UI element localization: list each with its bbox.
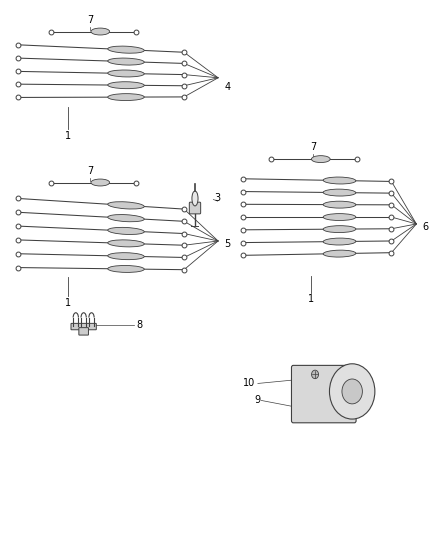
Ellipse shape (108, 94, 144, 101)
Text: 9: 9 (254, 395, 260, 406)
Text: 7: 7 (87, 14, 93, 25)
Text: 7: 7 (87, 166, 93, 175)
Ellipse shape (323, 177, 356, 184)
Text: 3: 3 (215, 193, 221, 204)
Ellipse shape (192, 191, 198, 206)
FancyBboxPatch shape (291, 366, 356, 423)
Circle shape (342, 379, 362, 404)
Ellipse shape (108, 253, 144, 260)
Ellipse shape (311, 156, 330, 163)
Ellipse shape (91, 179, 110, 186)
Ellipse shape (108, 70, 144, 77)
Text: 10: 10 (244, 378, 256, 389)
Ellipse shape (108, 265, 144, 272)
Text: 6: 6 (423, 222, 429, 232)
Ellipse shape (108, 46, 144, 53)
Text: 1: 1 (65, 131, 71, 141)
Ellipse shape (108, 82, 144, 88)
Ellipse shape (323, 201, 356, 208)
Text: 5: 5 (225, 239, 231, 248)
Ellipse shape (108, 240, 144, 247)
Ellipse shape (108, 201, 144, 209)
Text: 1: 1 (65, 297, 71, 308)
Ellipse shape (323, 225, 356, 232)
Ellipse shape (108, 58, 144, 65)
Ellipse shape (91, 28, 110, 35)
Circle shape (311, 370, 318, 378)
Circle shape (329, 364, 375, 419)
Text: 8: 8 (136, 320, 142, 330)
Ellipse shape (323, 250, 356, 257)
Ellipse shape (108, 215, 144, 222)
Ellipse shape (108, 228, 144, 235)
Text: 1: 1 (307, 294, 314, 304)
FancyBboxPatch shape (71, 324, 96, 330)
FancyBboxPatch shape (189, 202, 201, 214)
FancyBboxPatch shape (79, 328, 88, 335)
Ellipse shape (323, 189, 356, 196)
Text: 7: 7 (310, 142, 316, 152)
Ellipse shape (323, 238, 356, 245)
Ellipse shape (323, 214, 356, 221)
Text: 4: 4 (225, 82, 231, 92)
